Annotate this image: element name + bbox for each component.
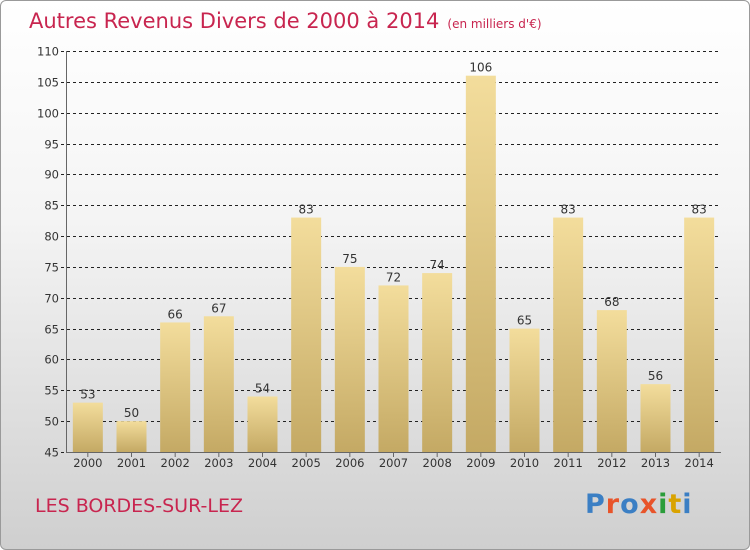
x-tick-label: 2011 <box>554 456 583 470</box>
bar <box>334 266 365 452</box>
y-tick-label: 65 <box>44 323 59 337</box>
y-tick-label: 95 <box>44 138 59 152</box>
y-tick-label: 110 <box>37 45 59 59</box>
bar <box>378 285 409 452</box>
x-tick-label: 2007 <box>379 456 408 470</box>
brand-letter: o <box>620 489 640 520</box>
data-label: 54 <box>255 381 270 395</box>
bar <box>684 217 715 452</box>
y-tick-label: 100 <box>37 107 59 121</box>
commune-name: LES BORDES-SUR-LEZ <box>35 495 243 517</box>
brand-letter: t <box>668 489 683 520</box>
x-tick-label: 2006 <box>335 456 364 470</box>
bar <box>640 384 671 452</box>
data-label: 67 <box>211 301 226 315</box>
data-label: 83 <box>561 203 576 217</box>
x-tick-label: 2013 <box>641 456 670 470</box>
x-tick-label: 2005 <box>292 456 321 470</box>
data-label: 68 <box>604 295 619 309</box>
x-tick-label: 2009 <box>466 456 495 470</box>
y-tick-label: 80 <box>44 230 59 244</box>
data-label: 50 <box>124 406 139 420</box>
x-tick-label: 2000 <box>73 456 102 470</box>
bar <box>291 217 322 452</box>
bar <box>465 75 496 452</box>
bar <box>116 421 147 452</box>
brand-letter: P <box>585 489 606 520</box>
bar <box>160 322 191 452</box>
bar <box>422 273 453 452</box>
x-tick-label: 2002 <box>161 456 190 470</box>
chart-subtitle: (en milliers d'€) <box>447 17 542 31</box>
x-tick-label: 2003 <box>204 456 233 470</box>
y-tick-label: 70 <box>44 292 59 306</box>
bar <box>596 310 627 452</box>
y-tick-label: 60 <box>44 353 59 367</box>
data-label: 83 <box>299 203 314 217</box>
chart-title-text: Autres Revenus Divers de 2000 à 2014 <box>29 9 440 33</box>
brand-letter: x <box>639 489 659 520</box>
y-tick-label: 75 <box>44 261 59 275</box>
x-tick-label: 2010 <box>510 456 539 470</box>
data-label: 72 <box>386 270 401 284</box>
data-label: 74 <box>430 258 445 272</box>
x-tick-label: 2014 <box>685 456 714 470</box>
bar <box>553 217 584 452</box>
proxiti-logo: Proxiti <box>585 489 693 520</box>
data-label: 75 <box>342 252 357 266</box>
y-tick-label: 85 <box>44 199 59 213</box>
chart-title: Autres Revenus Divers de 2000 à 2014 (en … <box>29 9 542 33</box>
y-tick-label: 50 <box>44 415 59 429</box>
bar <box>72 402 103 452</box>
data-label: 65 <box>517 314 532 328</box>
y-tick-label: 55 <box>44 384 59 398</box>
x-tick-label: 2008 <box>423 456 452 470</box>
data-label: 83 <box>692 203 707 217</box>
data-label: 53 <box>80 388 95 402</box>
data-label: 66 <box>168 307 183 321</box>
bar <box>203 316 234 452</box>
brand-letter: i <box>682 489 693 520</box>
x-tick-label: 2004 <box>248 456 277 470</box>
data-label: 106 <box>469 61 492 75</box>
bar <box>509 328 540 452</box>
x-tick-label: 2001 <box>117 456 146 470</box>
data-label: 56 <box>648 369 663 383</box>
x-tick-label: 2012 <box>597 456 626 470</box>
brand-letter: r <box>605 489 621 520</box>
bar <box>247 396 278 452</box>
y-tick-label: 105 <box>37 76 59 90</box>
y-tick-label: 45 <box>44 446 59 460</box>
y-tick-label: 90 <box>44 168 59 182</box>
brand-letter: i <box>658 489 669 520</box>
